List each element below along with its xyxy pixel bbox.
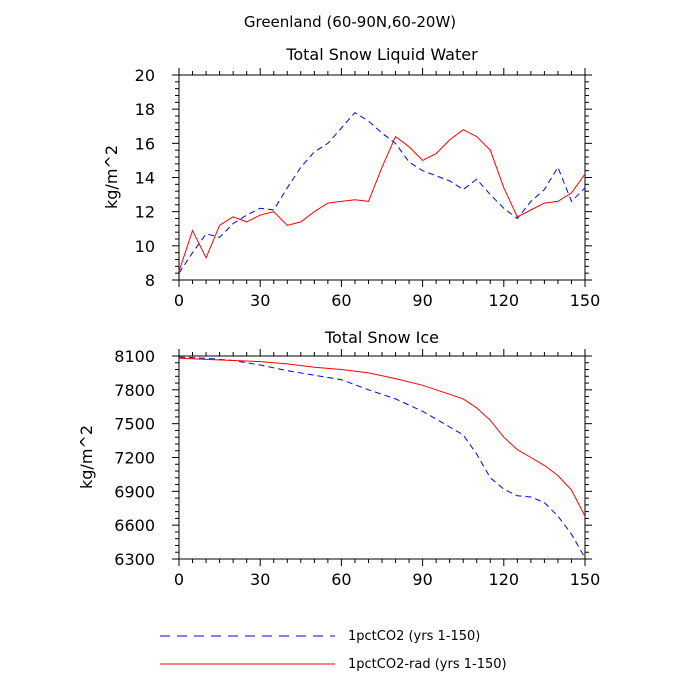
panel-2-series-1pctco2 xyxy=(178,356,586,559)
panel-2-xtick-label: 30 xyxy=(250,570,270,589)
panel-1-xtick-label: 0 xyxy=(174,291,184,310)
panel-1-xtick-label: 90 xyxy=(412,291,432,310)
panel-2-ticks: 0 30 60 90 120 150 6300 6600 6900 7200 7500 7800 810… xyxy=(114,347,600,589)
panel-1-plot-frame xyxy=(178,74,586,281)
panel-liquid-water: Total Snow Liquid Water kg/m^2 0 30 60 90 12… xyxy=(102,45,600,310)
panel-2-plot-frame xyxy=(178,355,586,560)
panel-2-xtick-label: 60 xyxy=(331,570,351,589)
legend: 1pctCO2 (yrs 1-150) 1pctCO2-rad (yrs 1-1… xyxy=(160,629,507,672)
panel-1-ytick-label: 10 xyxy=(135,237,155,256)
panel-1-xtick-label: 120 xyxy=(489,291,520,310)
panel-1-ylabel: kg/m^2 xyxy=(102,145,121,209)
panel-2-ytick-label: 7500 xyxy=(114,415,155,434)
panel-2-ytick-label: 6300 xyxy=(114,550,155,569)
panel-1-series-1pctco2-rad xyxy=(178,129,586,272)
panel-1-ytick-label: 18 xyxy=(135,100,155,119)
panel-2-title: Total Snow Ice xyxy=(324,328,439,347)
panel-2-series-1pctco2-rad xyxy=(178,357,586,517)
panel-2-xtick-label: 150 xyxy=(570,570,601,589)
panel-2-ytick-label: 7800 xyxy=(114,381,155,400)
panel-1-ytick-label: 8 xyxy=(145,271,155,290)
panel-1-ytick-label: 16 xyxy=(135,134,155,153)
figure-title: Greenland (60-90N,60-20W) xyxy=(244,13,456,31)
panel-2-ytick-label: 8100 xyxy=(114,347,155,366)
panel-2-ytick-label: 7200 xyxy=(114,449,155,468)
panel-1-ytick-label: 12 xyxy=(135,203,155,222)
panel-1-title: Total Snow Liquid Water xyxy=(285,45,478,64)
panel-2-xtick-label: 120 xyxy=(489,570,520,589)
panel-2-xtick-label: 90 xyxy=(412,570,432,589)
panel-1-ticks: 0 30 60 90 120 150 8 10 12 14 16 18 20 xyxy=(135,66,601,310)
panel-2-ylabel: kg/m^2 xyxy=(77,425,96,489)
panel-2-xtick-label: 0 xyxy=(174,570,184,589)
panel-1-ytick-label: 20 xyxy=(135,66,155,85)
legend-label-1pctco2-rad: 1pctCO2-rad (yrs 1-150) xyxy=(348,657,507,672)
panel-1-xtick-label: 150 xyxy=(570,291,601,310)
panel-1-series-1pctco2 xyxy=(178,111,586,274)
legend-label-1pctco2: 1pctCO2 (yrs 1-150) xyxy=(348,629,480,644)
panel-2-series xyxy=(178,356,586,559)
panel-1-series xyxy=(178,111,586,274)
panel-1-xtick-label: 60 xyxy=(331,291,351,310)
panel-1-ytick-label: 14 xyxy=(135,169,155,188)
panel-2-ytick-label: 6900 xyxy=(114,482,155,501)
panel-snow-ice: Total Snow Ice kg/m^2 0 30 60 90 120 150 6300 6… xyxy=(77,328,600,589)
panel-1-xtick-label: 30 xyxy=(250,291,270,310)
panel-2-ytick-label: 6600 xyxy=(114,516,155,535)
